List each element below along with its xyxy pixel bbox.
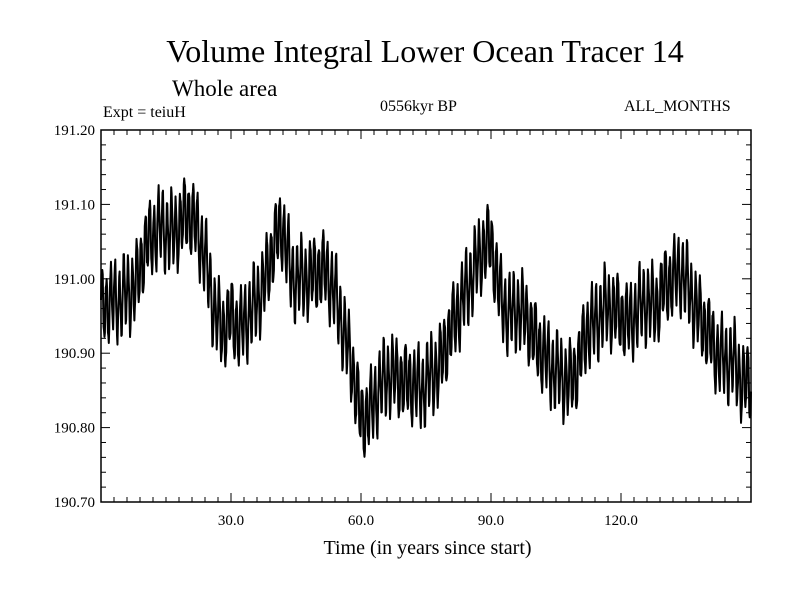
series-line	[100, 177, 752, 458]
y-tick-label: 191.00	[54, 272, 95, 288]
chart-subtitle: Whole area	[172, 76, 278, 101]
x-tick-label: 60.0	[348, 513, 374, 529]
y-tick-label: 190.90	[54, 346, 95, 362]
y-tick-label: 191.20	[54, 123, 95, 139]
y-tick-label: 190.80	[54, 421, 95, 437]
y-tick-label: 190.70	[54, 495, 95, 511]
x-tick-label: 90.0	[478, 513, 504, 529]
x-tick-label: 30.0	[218, 513, 244, 529]
y-tick-label: 191.10	[54, 197, 95, 213]
x-tick-label: 120.0	[604, 513, 638, 529]
chart-title: Volume Integral Lower Ocean Tracer 14	[166, 33, 684, 69]
x-axis-label: Time (in years since start)	[323, 537, 532, 559]
axis-tick-labels: 30.0 60.0 90.0 120.0 190.70 190.80 190.90 191.0…	[54, 123, 638, 529]
experiment-label: Expt = teiuH	[103, 104, 186, 121]
months-label: ALL_MONTHS	[624, 98, 731, 115]
period-label: 0556kyr BP	[380, 98, 457, 115]
